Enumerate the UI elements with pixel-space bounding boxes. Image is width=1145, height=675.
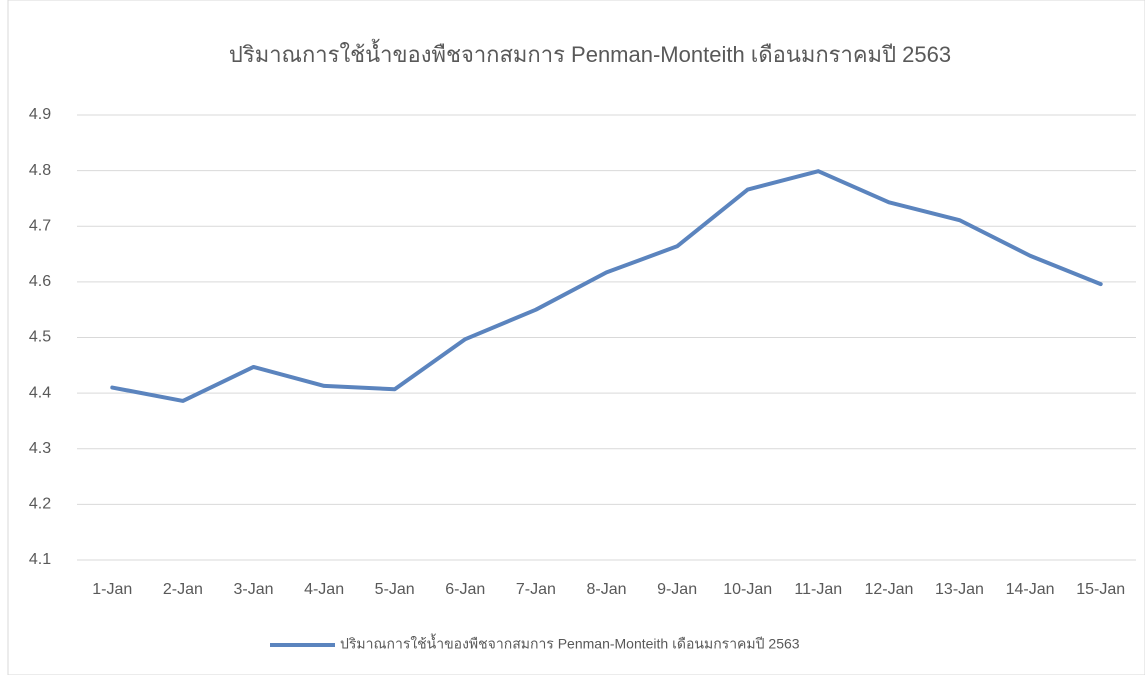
data-line — [112, 171, 1100, 401]
chart: ปริมาณการใช้น้ำของพืชจากสมการ Penman-Mon… — [0, 0, 1145, 675]
x-tick-label: 12-Jan — [864, 581, 913, 598]
x-tick-label: 6-Jan — [445, 581, 485, 598]
x-tick-label: 9-Jan — [657, 581, 697, 598]
y-tick-label: 4.9 — [29, 106, 51, 123]
x-tick-label: 2-Jan — [163, 581, 203, 598]
x-tick-label: 3-Jan — [233, 581, 273, 598]
x-tick-label: 11-Jan — [794, 581, 842, 598]
y-tick-label: 4.2 — [29, 496, 51, 513]
legend-label: ปริมาณการใช้น้ำของพืชจากสมการ Penman-Mon… — [340, 634, 800, 652]
y-tick-label: 4.7 — [29, 217, 51, 234]
y-tick-label: 4.5 — [29, 329, 51, 346]
y-tick-label: 4.3 — [29, 440, 51, 457]
x-tick-label: 8-Jan — [586, 581, 626, 598]
y-tick-label: 4.8 — [29, 162, 51, 179]
chart-title: ปริมาณการใช้น้ำของพืชจากสมการ Penman-Mon… — [229, 39, 951, 67]
x-tick-label: 5-Jan — [375, 581, 415, 598]
x-tick-label: 1-Jan — [92, 581, 132, 598]
y-tick-label: 4.6 — [29, 273, 51, 290]
x-tick-label: 4-Jan — [304, 581, 344, 598]
x-tick-label: 15-Jan — [1076, 581, 1125, 598]
y-tick-label: 4.4 — [29, 384, 51, 401]
x-tick-label: 13-Jan — [935, 581, 984, 598]
x-tick-label: 14-Jan — [1006, 581, 1055, 598]
y-tick-label: 4.1 — [29, 551, 51, 568]
x-tick-label: 10-Jan — [723, 581, 772, 598]
x-tick-label: 7-Jan — [516, 581, 556, 598]
